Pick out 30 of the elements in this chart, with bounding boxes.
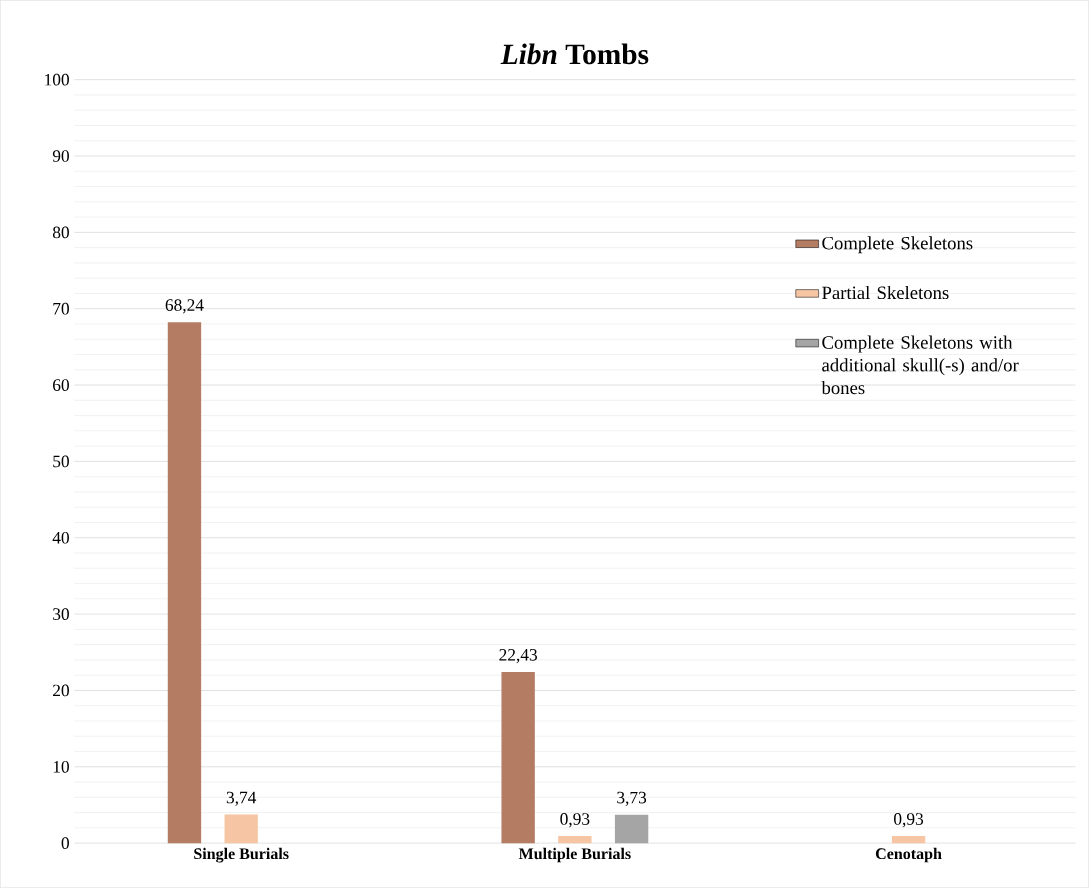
legend-label: Complete Skeletons with additional skull(-s) and/or bones: [821, 335, 1019, 395]
bar: [558, 835, 592, 844]
y-tick-label: 50: [53, 455, 69, 468]
bar: [891, 835, 926, 844]
data-label: 0,93: [894, 813, 924, 828]
data-label: 3,74: [226, 791, 257, 806]
y-tick-label: 30: [53, 608, 69, 620]
y-tick-label: 70: [53, 302, 69, 315]
y-tick-label: 20: [53, 684, 69, 697]
y-tick-label: 90: [52, 150, 69, 162]
legend-label: Complete Skeletons: [822, 236, 973, 254]
data-label: 68,24: [165, 299, 204, 314]
legend-label: Partial Skeletons: [822, 285, 949, 300]
x-tick-label: Single Burials: [194, 847, 289, 863]
y-tick-label: 40: [52, 531, 69, 544]
y-tick-label: 100: [45, 73, 69, 86]
y-tick-label: 0: [61, 837, 69, 849]
chart-title: Libn Tombs: [500, 43, 649, 65]
data-label: 0,93: [560, 813, 590, 828]
bar: [501, 671, 535, 844]
bar: [167, 322, 202, 844]
bar: [224, 814, 258, 844]
x-tick-label: Cenotaph: [875, 847, 942, 863]
y-tick-label: 80: [52, 226, 69, 239]
bar: [614, 814, 649, 844]
x-tick-label: Multiple Burials: [518, 847, 631, 863]
y-tick-label: 60: [53, 379, 69, 391]
y-tick-label: 10: [53, 760, 69, 773]
data-label: 22,43: [499, 648, 537, 664]
data-label: 3,73: [617, 791, 647, 806]
